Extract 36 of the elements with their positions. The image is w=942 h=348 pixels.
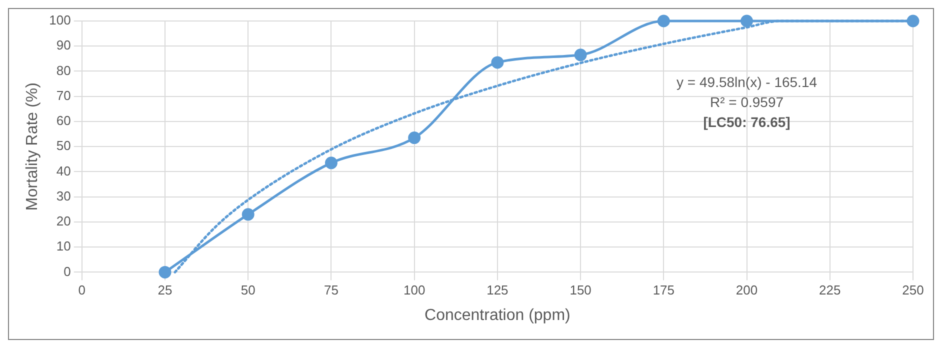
y-tick-label: 90: [56, 38, 71, 53]
point: [574, 48, 587, 62]
x-tick-label: 0: [78, 282, 86, 298]
annotation: y = 49.58ln(x) - 165.14: [676, 74, 818, 90]
y-tick-label: 0: [64, 264, 71, 279]
annotation: [LC50: 76.65]: [703, 114, 790, 130]
x-tick-label: 250: [902, 282, 924, 298]
point: [740, 14, 754, 28]
y-tick-label: 40: [56, 163, 71, 178]
y-tick-label: 80: [56, 62, 71, 78]
point: [408, 132, 421, 144]
annotation: R² = 0.9597: [710, 94, 784, 110]
y-tick-label: 30: [56, 188, 71, 204]
y-axis-title: Mortality Rate (%): [24, 82, 42, 211]
y-tick-label: 60: [56, 113, 71, 128]
y-tick-label: 50: [56, 138, 71, 154]
x-tick-label: 125: [486, 282, 508, 298]
x-tick-label: 75: [324, 282, 338, 298]
point: [242, 208, 254, 221]
x-tick-label: 200: [736, 282, 758, 298]
x-tick-label: 100: [403, 282, 426, 298]
y-tick-label: 10: [56, 238, 71, 254]
x-tick-label: 150: [570, 282, 592, 298]
point: [324, 156, 338, 170]
x-tick-label: 25: [158, 282, 172, 298]
x-tick-label: 225: [819, 282, 841, 298]
x-tick-label: 175: [652, 282, 675, 298]
point: [491, 56, 504, 69]
x-tick-label: 50: [240, 282, 256, 298]
point: [906, 14, 920, 28]
y-tick-label: 20: [56, 214, 71, 229]
point: [657, 14, 670, 28]
y-tick-label: 70: [56, 88, 71, 103]
y-tick-label: 100: [49, 12, 71, 28]
x-axis-title: Concentration (ppm): [424, 306, 570, 324]
point: [158, 266, 172, 278]
